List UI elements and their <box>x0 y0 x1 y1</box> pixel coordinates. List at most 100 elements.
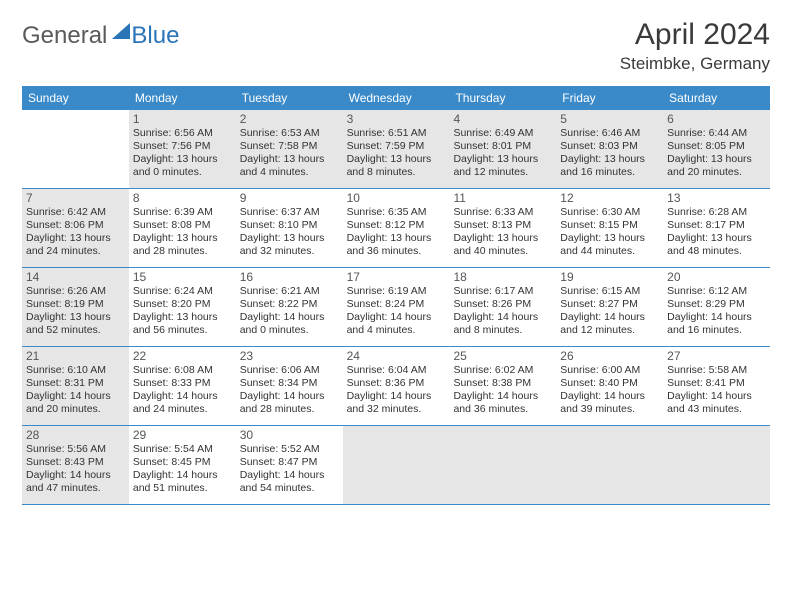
cell-dl1: Daylight: 14 hours <box>240 469 339 482</box>
week-row: 21Sunrise: 6:10 AMSunset: 8:31 PMDayligh… <box>22 347 770 426</box>
day-number: 27 <box>667 349 766 363</box>
calendar-cell: 8Sunrise: 6:39 AMSunset: 8:08 PMDaylight… <box>129 189 236 267</box>
calendar-cell: 21Sunrise: 6:10 AMSunset: 8:31 PMDayligh… <box>22 347 129 425</box>
cell-dl2: and 43 minutes. <box>667 403 766 416</box>
calendar: SundayMondayTuesdayWednesdayThursdayFrid… <box>22 86 770 505</box>
cell-dl2: and 12 minutes. <box>453 166 552 179</box>
cell-sunrise: Sunrise: 6:12 AM <box>667 285 766 298</box>
cell-dl2: and 12 minutes. <box>560 324 659 337</box>
cell-dl1: Daylight: 14 hours <box>347 311 446 324</box>
day-number: 11 <box>453 191 552 205</box>
cell-dl1: Daylight: 14 hours <box>26 390 125 403</box>
cell-dl2: and 4 minutes. <box>347 324 446 337</box>
calendar-cell: 27Sunrise: 5:58 AMSunset: 8:41 PMDayligh… <box>663 347 770 425</box>
cell-dl2: and 47 minutes. <box>26 482 125 495</box>
cell-dl2: and 56 minutes. <box>133 324 232 337</box>
week-row: 7Sunrise: 6:42 AMSunset: 8:06 PMDaylight… <box>22 189 770 268</box>
cell-dl2: and 32 minutes. <box>347 403 446 416</box>
cell-sunset: Sunset: 8:17 PM <box>667 219 766 232</box>
cell-dl1: Daylight: 13 hours <box>667 232 766 245</box>
calendar-cell: 2Sunrise: 6:53 AMSunset: 7:58 PMDaylight… <box>236 110 343 188</box>
cell-dl1: Daylight: 14 hours <box>26 469 125 482</box>
day-header-row: SundayMondayTuesdayWednesdayThursdayFrid… <box>22 86 770 110</box>
cell-dl2: and 0 minutes. <box>240 324 339 337</box>
weeks-container: 1Sunrise: 6:56 AMSunset: 7:56 PMDaylight… <box>22 110 770 505</box>
calendar-cell: 20Sunrise: 6:12 AMSunset: 8:29 PMDayligh… <box>663 268 770 346</box>
cell-sunrise: Sunrise: 6:42 AM <box>26 206 125 219</box>
cell-dl2: and 16 minutes. <box>560 166 659 179</box>
cell-sunrise: Sunrise: 6:21 AM <box>240 285 339 298</box>
cell-dl2: and 44 minutes. <box>560 245 659 258</box>
cell-sunrise: Sunrise: 6:30 AM <box>560 206 659 219</box>
page-header: General Blue April 2024 Steimbke, German… <box>22 18 770 74</box>
cell-dl1: Daylight: 14 hours <box>560 311 659 324</box>
cell-dl1: Daylight: 13 hours <box>133 153 232 166</box>
cell-sunrise: Sunrise: 6:10 AM <box>26 364 125 377</box>
cell-dl2: and 28 minutes. <box>133 245 232 258</box>
day-header: Saturday <box>663 86 770 110</box>
cell-sunrise: Sunrise: 6:46 AM <box>560 127 659 140</box>
calendar-cell: 14Sunrise: 6:26 AMSunset: 8:19 PMDayligh… <box>22 268 129 346</box>
day-number: 9 <box>240 191 339 205</box>
day-number: 25 <box>453 349 552 363</box>
day-number: 14 <box>26 270 125 284</box>
calendar-cell <box>343 426 450 504</box>
day-number: 15 <box>133 270 232 284</box>
calendar-cell: 30Sunrise: 5:52 AMSunset: 8:47 PMDayligh… <box>236 426 343 504</box>
cell-dl2: and 36 minutes. <box>347 245 446 258</box>
cell-sunset: Sunset: 8:38 PM <box>453 377 552 390</box>
logo-triangle-icon <box>112 23 130 39</box>
day-number: 22 <box>133 349 232 363</box>
cell-dl2: and 51 minutes. <box>133 482 232 495</box>
cell-sunrise: Sunrise: 6:02 AM <box>453 364 552 377</box>
cell-sunrise: Sunrise: 5:54 AM <box>133 443 232 456</box>
cell-dl2: and 48 minutes. <box>667 245 766 258</box>
day-header: Friday <box>556 86 663 110</box>
cell-sunset: Sunset: 7:58 PM <box>240 140 339 153</box>
calendar-cell: 18Sunrise: 6:17 AMSunset: 8:26 PMDayligh… <box>449 268 556 346</box>
cell-sunrise: Sunrise: 6:51 AM <box>347 127 446 140</box>
cell-dl1: Daylight: 13 hours <box>133 232 232 245</box>
cell-sunrise: Sunrise: 5:58 AM <box>667 364 766 377</box>
cell-sunrise: Sunrise: 6:17 AM <box>453 285 552 298</box>
cell-dl2: and 24 minutes. <box>26 245 125 258</box>
calendar-cell: 6Sunrise: 6:44 AMSunset: 8:05 PMDaylight… <box>663 110 770 188</box>
cell-dl2: and 20 minutes. <box>26 403 125 416</box>
cell-sunset: Sunset: 8:29 PM <box>667 298 766 311</box>
day-number: 18 <box>453 270 552 284</box>
cell-sunrise: Sunrise: 6:33 AM <box>453 206 552 219</box>
calendar-cell: 25Sunrise: 6:02 AMSunset: 8:38 PMDayligh… <box>449 347 556 425</box>
cell-dl2: and 40 minutes. <box>453 245 552 258</box>
cell-sunset: Sunset: 8:03 PM <box>560 140 659 153</box>
cell-dl1: Daylight: 14 hours <box>133 469 232 482</box>
calendar-cell: 19Sunrise: 6:15 AMSunset: 8:27 PMDayligh… <box>556 268 663 346</box>
cell-dl2: and 16 minutes. <box>667 324 766 337</box>
cell-sunrise: Sunrise: 6:26 AM <box>26 285 125 298</box>
cell-sunrise: Sunrise: 6:44 AM <box>667 127 766 140</box>
cell-sunset: Sunset: 8:40 PM <box>560 377 659 390</box>
cell-dl1: Daylight: 14 hours <box>667 311 766 324</box>
cell-sunrise: Sunrise: 6:06 AM <box>240 364 339 377</box>
cell-sunrise: Sunrise: 6:04 AM <box>347 364 446 377</box>
month-title: April 2024 <box>620 18 770 52</box>
day-number: 23 <box>240 349 339 363</box>
calendar-cell: 9Sunrise: 6:37 AMSunset: 8:10 PMDaylight… <box>236 189 343 267</box>
calendar-cell <box>663 426 770 504</box>
cell-sunset: Sunset: 8:20 PM <box>133 298 232 311</box>
day-number: 30 <box>240 428 339 442</box>
day-number: 1 <box>133 112 232 126</box>
cell-sunset: Sunset: 8:43 PM <box>26 456 125 469</box>
cell-dl1: Daylight: 13 hours <box>560 153 659 166</box>
logo-text-general: General <box>22 22 107 50</box>
title-block: April 2024 Steimbke, Germany <box>620 18 770 74</box>
cell-sunset: Sunset: 8:33 PM <box>133 377 232 390</box>
cell-sunrise: Sunrise: 6:00 AM <box>560 364 659 377</box>
cell-dl2: and 8 minutes. <box>453 324 552 337</box>
cell-sunset: Sunset: 8:31 PM <box>26 377 125 390</box>
day-number: 29 <box>133 428 232 442</box>
cell-dl1: Daylight: 14 hours <box>347 390 446 403</box>
cell-dl2: and 28 minutes. <box>240 403 339 416</box>
day-number: 4 <box>453 112 552 126</box>
cell-dl1: Daylight: 13 hours <box>347 232 446 245</box>
cell-sunset: Sunset: 8:26 PM <box>453 298 552 311</box>
